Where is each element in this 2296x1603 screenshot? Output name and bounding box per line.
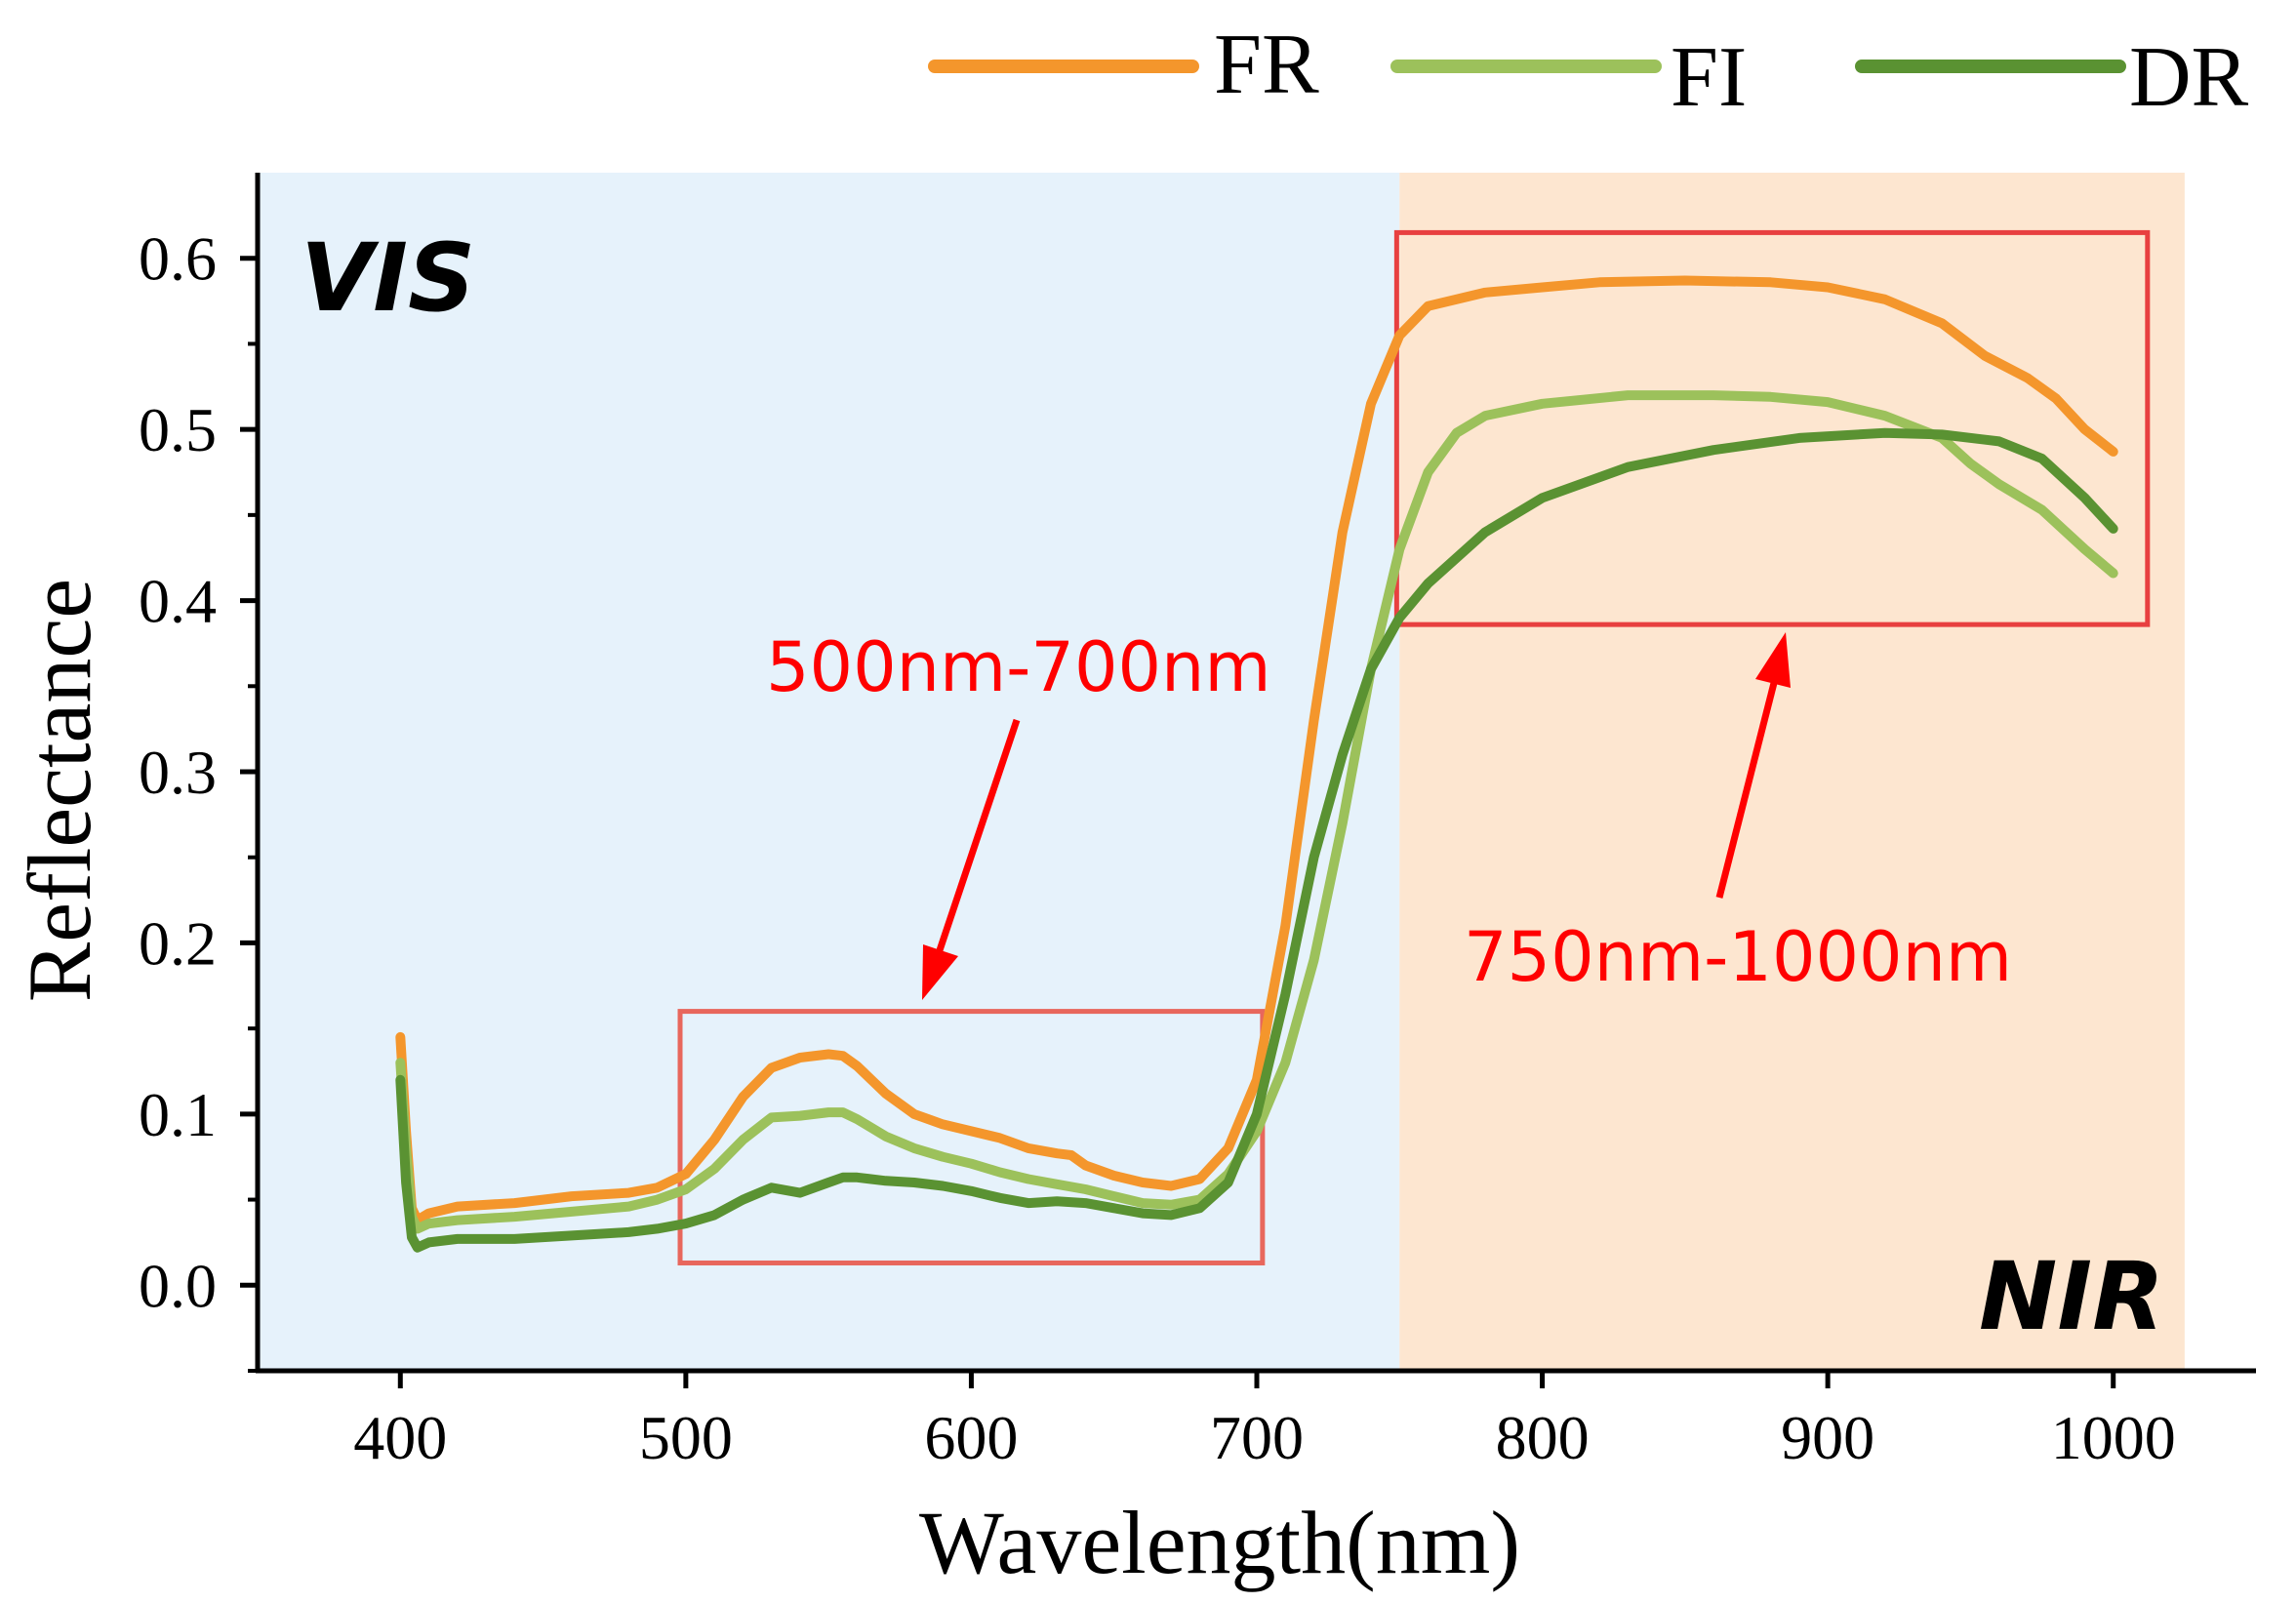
series-lines	[395, 275, 2118, 1253]
y-tick-label: 0.3	[139, 738, 217, 807]
y-tick-label: 0.0	[139, 1251, 217, 1320]
x-tick-label: 600	[924, 1403, 1018, 1472]
region-vis	[258, 173, 1400, 1371]
y-axis-title: Reflectance	[10, 579, 109, 1002]
y-tick-label: 0.1	[139, 1080, 217, 1149]
legend-label-fi: FI	[1671, 30, 1747, 125]
axis-ticks: 400 500 600 700 800 900 1000 0.0 0.1 0.2 0.3 0.4 0.5…	[139, 224, 2176, 1472]
x-tick-label: 900	[1781, 1403, 1874, 1472]
box-500-700	[677, 1009, 1266, 1265]
y-tick-label: 0.6	[139, 224, 217, 294]
y-tick-label: 0.4	[139, 567, 217, 636]
legend-label-fr: FR	[1214, 18, 1319, 112]
box-750-1000	[1393, 229, 2151, 627]
x-tick-label: 800	[1496, 1403, 1590, 1472]
region-nir	[1399, 173, 2185, 1371]
annotation-500-700: 500nm-700nm	[766, 627, 1271, 707]
arrow-500-700	[922, 718, 1021, 1000]
annotation-750-1000: 750nm-1000nm	[1464, 917, 2012, 997]
legend: FR FI DR	[928, 18, 2249, 125]
region-backgrounds	[258, 173, 2185, 1371]
x-tick-label: 400	[353, 1403, 447, 1472]
x-axis-title: Wavelength(nm)	[919, 1493, 1520, 1592]
x-tick-label: 700	[1210, 1403, 1304, 1472]
series-line-fi	[395, 390, 2118, 1234]
x-tick-label: 1000	[2051, 1403, 2176, 1472]
arrow-750-1000	[1715, 632, 1791, 899]
x-tick-label: 500	[639, 1403, 733, 1472]
y-tick-label: 0.5	[139, 395, 217, 464]
highlight-boxes	[677, 229, 2151, 1265]
legend-label-dr: DR	[2129, 30, 2249, 125]
series-line-dr	[395, 427, 2118, 1253]
y-tick-label: 0.2	[139, 908, 217, 978]
series-line-fr	[395, 275, 2118, 1225]
nir-region-label: NIR	[1979, 1242, 2164, 1351]
vis-region-label: VIS	[301, 223, 475, 333]
